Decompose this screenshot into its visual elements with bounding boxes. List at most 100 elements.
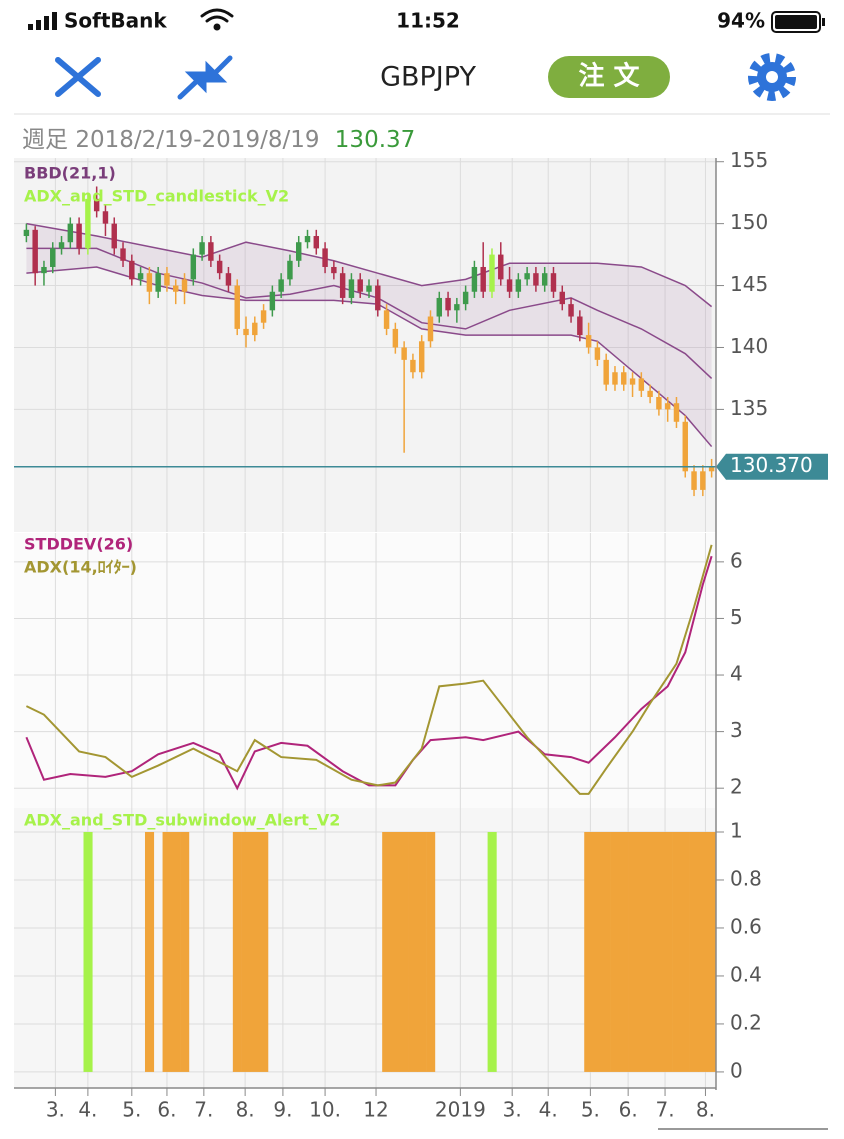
candle-body bbox=[58, 242, 65, 249]
alert-bar bbox=[399, 831, 409, 1072]
order-button[interactable]: 注 文 bbox=[548, 56, 670, 98]
compress-button[interactable] bbox=[177, 55, 233, 100]
alert-bar bbox=[628, 831, 638, 1072]
y-tick-label: 0.4 bbox=[730, 962, 762, 986]
alert-bar bbox=[241, 831, 251, 1072]
close-button[interactable] bbox=[55, 57, 101, 97]
candle-body bbox=[23, 229, 30, 237]
x-tick-label: 6. bbox=[157, 1098, 176, 1122]
last-price-label: 130.370 bbox=[730, 453, 813, 477]
x-tick-label: 4. bbox=[78, 1098, 97, 1122]
band-fill bbox=[26, 223, 712, 447]
last-price-tag bbox=[716, 453, 828, 480]
candle-body bbox=[392, 328, 399, 348]
candle-body bbox=[120, 248, 126, 261]
candle-body bbox=[287, 260, 293, 280]
y-tick-label: 0.6 bbox=[730, 914, 762, 938]
candle-body bbox=[691, 471, 697, 490]
clock: 11:52 bbox=[396, 9, 460, 33]
alert-bar bbox=[408, 831, 418, 1072]
band-upper bbox=[26, 222, 713, 308]
candle-body bbox=[164, 273, 170, 286]
candle-body bbox=[559, 291, 565, 305]
candle-body bbox=[348, 279, 355, 298]
period: 週足 bbox=[22, 127, 68, 153]
alert-bar bbox=[250, 831, 260, 1072]
candle-body bbox=[243, 328, 249, 336]
candle-body bbox=[436, 297, 443, 317]
y-tick-label: 135 bbox=[730, 396, 768, 420]
candle-body bbox=[339, 273, 346, 298]
candle-body bbox=[550, 273, 557, 292]
candle-body bbox=[480, 266, 486, 292]
candle-body bbox=[304, 236, 311, 243]
candle-body bbox=[489, 254, 495, 292]
x-tick-label: 6. bbox=[619, 1098, 638, 1122]
candle-body bbox=[216, 260, 223, 274]
candle-body bbox=[32, 229, 38, 274]
alert-bar bbox=[689, 831, 699, 1072]
symbol: GBPJPY bbox=[380, 62, 476, 93]
battery-percent: 94% bbox=[717, 9, 765, 33]
y-tick-label: 4 bbox=[730, 662, 743, 686]
candle-body bbox=[234, 285, 240, 329]
x-tick-label: 4. bbox=[539, 1098, 558, 1122]
indicator-line bbox=[25, 555, 713, 791]
alert-bar bbox=[162, 831, 172, 1072]
candle-body bbox=[498, 254, 504, 280]
candle-body bbox=[664, 403, 671, 410]
candle-body bbox=[708, 466, 715, 472]
y-tick-label: 6 bbox=[730, 548, 743, 572]
candle-body bbox=[190, 254, 197, 280]
alert-bar bbox=[487, 831, 497, 1072]
x-tick-label: 8. bbox=[236, 1098, 255, 1122]
band-middle bbox=[26, 247, 713, 379]
legend-label: STDDEV(26) bbox=[24, 535, 133, 554]
candle-body bbox=[260, 310, 267, 323]
candle-body bbox=[111, 223, 117, 249]
alert-bar bbox=[672, 831, 682, 1072]
y-tick-label: 140 bbox=[730, 334, 768, 358]
x-tick-label: 7. bbox=[656, 1098, 675, 1122]
candle-body bbox=[85, 198, 91, 249]
y-tick-label: 1 bbox=[730, 818, 743, 842]
x-tick-label: 3. bbox=[503, 1098, 522, 1122]
candle-body bbox=[506, 279, 513, 292]
candle-body bbox=[638, 378, 645, 391]
y-tick-label: 150 bbox=[730, 210, 768, 234]
panel-title: ADX_and_STD_candlestick_V2 bbox=[24, 187, 289, 206]
alert-bar bbox=[663, 831, 673, 1072]
candle-body bbox=[445, 297, 451, 311]
y-tick-label: 145 bbox=[730, 272, 768, 296]
panel-title: ADX_and_STD_subwindow_Alert_V2 bbox=[24, 811, 340, 830]
alert-bar bbox=[144, 831, 155, 1072]
alert-bar bbox=[382, 831, 392, 1072]
settings-button[interactable] bbox=[748, 53, 796, 101]
y-tick-label: 0 bbox=[730, 1058, 743, 1082]
candle-body bbox=[541, 273, 548, 286]
candle-body bbox=[594, 347, 601, 360]
order-label[interactable]: 注 文 bbox=[578, 61, 640, 92]
y-tick-label: 0.2 bbox=[730, 1010, 762, 1034]
legend-label: ADX(14,ﾛｲﾀｰ) bbox=[24, 558, 137, 577]
candle-body bbox=[208, 242, 214, 261]
alert-bar bbox=[619, 831, 629, 1072]
candle-body bbox=[568, 304, 574, 317]
x-tick-label: 5. bbox=[122, 1098, 141, 1122]
candle-body bbox=[366, 285, 372, 292]
x-tick-label: 12 bbox=[363, 1098, 388, 1122]
candle-body bbox=[357, 279, 363, 292]
x-tick-label: 10. bbox=[309, 1098, 341, 1122]
candle-body bbox=[252, 322, 258, 336]
alert-bar bbox=[232, 831, 242, 1072]
alert-bar bbox=[171, 831, 181, 1072]
candle-body bbox=[137, 273, 144, 280]
candle-body bbox=[322, 248, 328, 267]
candle-body bbox=[146, 273, 153, 292]
candle-body bbox=[383, 310, 390, 329]
candle-body bbox=[612, 372, 618, 385]
x-tick-label: 2019 bbox=[435, 1098, 486, 1122]
alert-bar bbox=[417, 831, 427, 1072]
x-tick-label: 8. bbox=[696, 1098, 715, 1122]
candle-body bbox=[173, 285, 179, 292]
